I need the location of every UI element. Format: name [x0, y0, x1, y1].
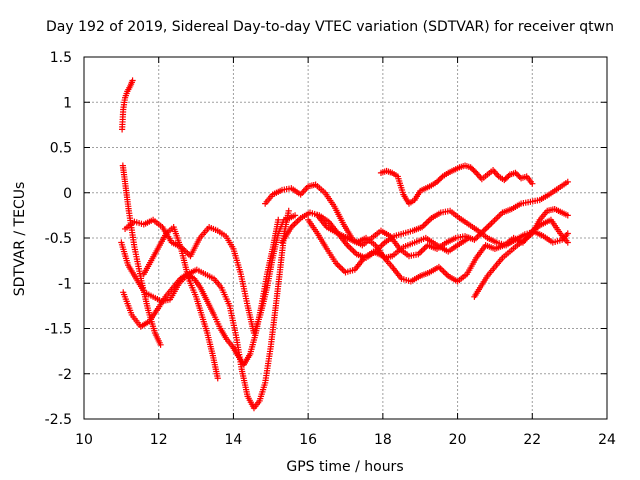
x-tick-label: 20 [449, 432, 467, 448]
y-tick-label: 1.5 [50, 50, 72, 66]
ticks-layer [83, 56, 608, 420]
data-point-marker [400, 276, 407, 283]
data-point-marker [395, 231, 402, 238]
data-point-marker [237, 268, 244, 275]
data-point-marker [564, 178, 571, 185]
data-point-marker [493, 239, 500, 246]
marks-layer [118, 77, 571, 412]
y-axis-title: SDTVAR / TECUs [12, 182, 28, 297]
data-point-marker [250, 336, 258, 344]
data-point-marker [390, 233, 398, 240]
data-point-marker [249, 343, 256, 351]
data-point-marker [247, 348, 254, 355]
y-tick-label: -1.5 [45, 322, 72, 338]
x-tick-label: 10 [75, 432, 93, 448]
data-point-marker [344, 268, 351, 275]
x-tick-label: 16 [299, 432, 317, 448]
data-point-marker [407, 228, 414, 235]
data-point-marker [247, 350, 254, 357]
x-tick-label: 18 [374, 432, 392, 448]
data-point-marker [554, 238, 561, 245]
data-point-marker [564, 230, 571, 237]
data-series [119, 162, 164, 348]
data-point-marker [133, 219, 140, 226]
chart-title: Day 192 of 2019, Sidereal Day-to-day VTE… [46, 19, 614, 35]
data-point-marker [403, 276, 410, 284]
data-point-marker [404, 229, 412, 236]
y-tick-label: -1 [58, 276, 72, 292]
tick-labels-layer: 10 12 14 16 18 20 22 24 -2.5 -2 -1.5 -1 -0.5 0 0.5 1 1.5 [45, 50, 616, 448]
y-tick-label: 0 [63, 186, 72, 202]
data-point-marker [131, 218, 138, 225]
data-point-marker [232, 252, 239, 259]
y-tick-label: -2.5 [45, 412, 72, 428]
data-point-marker [129, 77, 136, 84]
data-series [121, 212, 299, 337]
data-point-marker [291, 212, 299, 219]
data-point-marker [400, 230, 407, 237]
x-tick-label: 22 [523, 432, 541, 448]
data-point-marker [236, 266, 243, 273]
data-point-marker [249, 341, 256, 348]
x-tick-label: 14 [225, 432, 243, 448]
data-series [119, 77, 136, 133]
data-point-marker [275, 216, 282, 223]
data-point-marker [233, 254, 240, 262]
data-point-marker [564, 239, 571, 246]
data-point-marker [235, 264, 242, 271]
data-point-marker [285, 207, 292, 214]
data-point-marker [231, 250, 238, 257]
data-series [471, 205, 571, 300]
data-point-marker [552, 238, 559, 245]
data-point-marker [235, 261, 242, 269]
data-point-marker [549, 239, 556, 246]
data-point-marker [529, 180, 536, 187]
data-point-marker [521, 231, 528, 238]
data-point-marker [402, 229, 409, 236]
data-series [377, 162, 536, 207]
data-point-marker [157, 341, 164, 348]
data-point-marker [136, 219, 143, 227]
data-point-marker [233, 257, 240, 264]
y-tick-label: 0.5 [50, 141, 72, 157]
data-point-marker [214, 375, 221, 382]
data-point-marker [251, 334, 258, 341]
data-point-marker [250, 339, 257, 346]
data-point-marker [231, 248, 238, 255]
data-point-marker [398, 275, 405, 282]
data-point-marker [349, 267, 356, 274]
x-axis-title: GPS time / hours [286, 459, 403, 475]
y-tick-label: 1 [63, 95, 72, 111]
data-point-marker [564, 212, 571, 219]
data-point-marker [556, 237, 563, 244]
data-series [305, 216, 571, 285]
data-point-marker [393, 232, 400, 239]
data-point-marker [230, 245, 237, 252]
y-tick-label: -2 [58, 367, 72, 383]
data-point-marker [397, 231, 405, 238]
data-point-marker [309, 210, 316, 217]
data-point-marker [342, 269, 349, 276]
data-point-marker [347, 267, 354, 275]
data-series [140, 224, 221, 382]
x-tick-label: 24 [598, 432, 616, 448]
data-point-marker [248, 346, 255, 353]
y-tick-label: -0.5 [45, 231, 72, 247]
x-tick-label: 12 [150, 432, 168, 448]
data-series [314, 212, 472, 262]
data-point-marker [234, 259, 241, 266]
data-point-marker [306, 209, 314, 216]
data-point-marker [465, 234, 472, 242]
